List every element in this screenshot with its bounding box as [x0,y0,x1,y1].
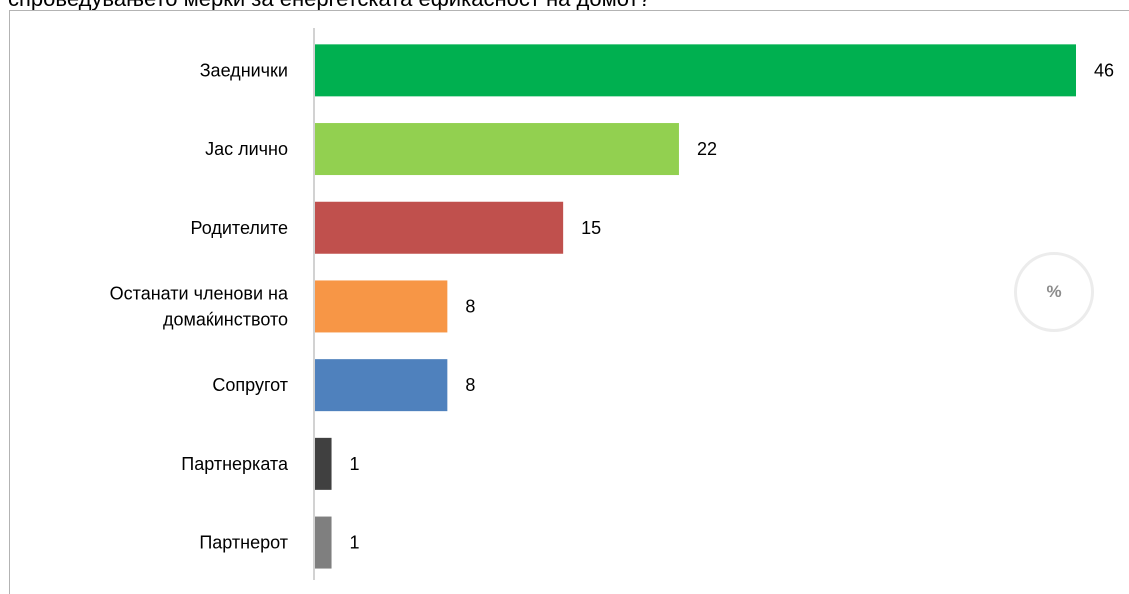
value-labels-group: 46 22 15 8 8 1 1 [350,60,1114,552]
category-label-5: Сопругот [212,375,288,395]
category-label-2: Јас лично [205,139,288,159]
percent-badge: % [1014,252,1094,332]
category-label-1: Заеднички [200,60,288,80]
category-labels-group: Заеднички Јас лично Родителите Останати чле… [110,60,289,552]
bar-2 [315,123,679,176]
bar-6 [315,437,332,490]
bar-5 [315,359,448,412]
value-label-4: 8 [465,296,475,316]
chart-frame [9,10,1129,594]
bar-1 [315,44,1076,97]
value-label-6: 1 [350,454,360,474]
category-label-7: Партнерот [199,533,288,553]
value-label-7: 1 [350,533,360,553]
bar-4 [315,280,448,333]
bar-3 [315,201,564,254]
bar-7 [315,516,332,569]
category-label-6: Партнерката [181,454,289,474]
category-label-4: Останати членови на домаќинството [110,283,289,329]
category-label-3: Родителите [191,218,288,238]
value-label-5: 8 [465,375,475,395]
value-label-1: 46 [1094,60,1114,80]
chart-title: спроведувањето мерки за енергетската ефи… [8,0,651,12]
value-label-3: 15 [581,218,601,238]
bars-group [315,44,1076,569]
value-label-2: 22 [697,139,717,159]
